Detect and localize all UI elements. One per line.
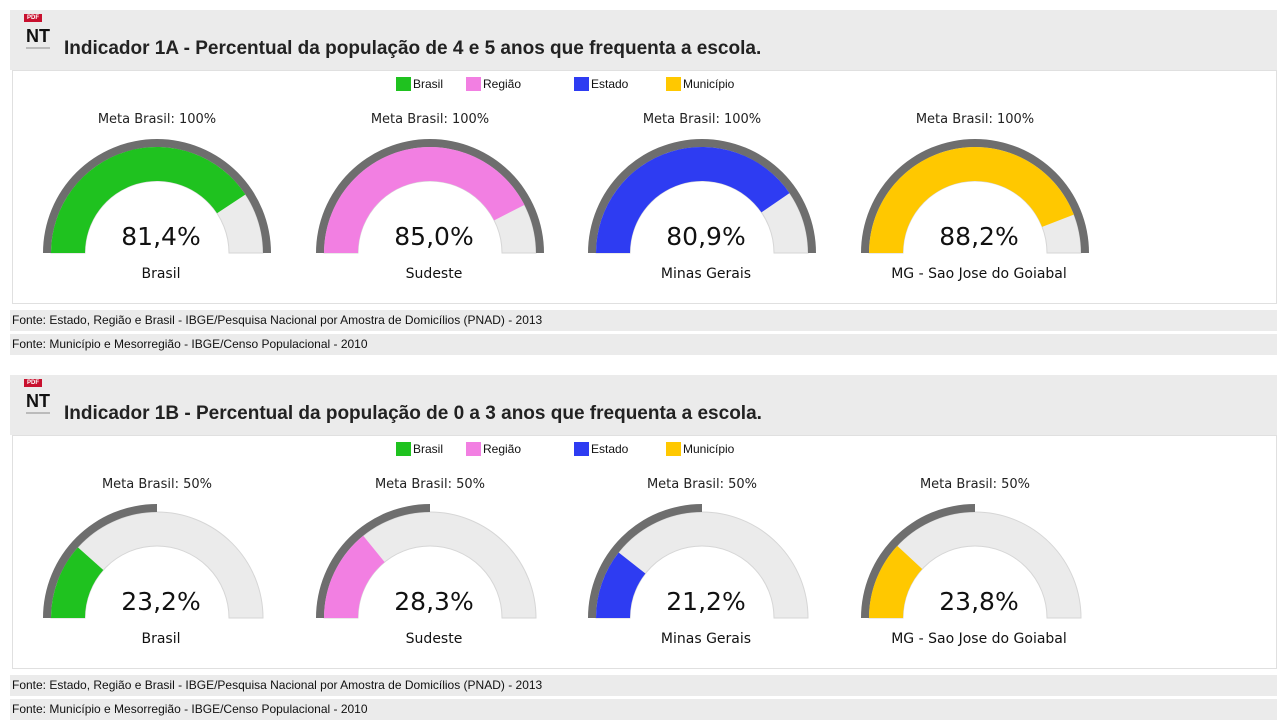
pdf-icon: PDF NT xyxy=(24,14,58,50)
gauge-name: Brasil xyxy=(141,631,180,647)
meta-label: Meta Brasil: 100% xyxy=(371,112,489,127)
gauge-value-label: 23,2% xyxy=(121,587,200,616)
gauge-name: Sudeste xyxy=(406,631,463,647)
panel-header xyxy=(10,375,1277,435)
icon-text: NT xyxy=(26,26,50,49)
gauge-value-label: 85,0% xyxy=(394,222,473,251)
panel-header xyxy=(10,10,1277,70)
legend-swatch xyxy=(396,77,411,91)
gauge-value xyxy=(869,545,923,618)
gauge-meta xyxy=(861,504,975,618)
meta-label: Meta Brasil: 50% xyxy=(102,477,212,492)
gauge-meta xyxy=(588,504,702,618)
legend-swatch xyxy=(466,77,481,91)
gauge-value xyxy=(51,547,104,618)
meta-label: Meta Brasil: 50% xyxy=(647,477,757,492)
legend-swatch xyxy=(574,442,589,456)
gauge-background xyxy=(595,511,809,619)
legend-label: Município xyxy=(683,442,735,456)
legend-label: Estado xyxy=(591,77,629,91)
meta-label: Meta Brasil: 100% xyxy=(98,112,216,127)
gauge-background xyxy=(50,511,264,619)
gauge-name: MG - Sao Jose do Goiabal xyxy=(891,631,1067,647)
legend-swatch xyxy=(574,77,589,91)
icon-badge: PDF xyxy=(24,379,42,387)
source-note: Fonte: Estado, Região e Brasil - IBGE/Pe… xyxy=(10,310,1277,331)
gauge-value-label: 80,9% xyxy=(666,222,745,251)
pdf-icon: PDF NT xyxy=(24,379,58,415)
panel-title: Indicador 1A - Percentual da população d… xyxy=(64,38,762,59)
gauge-name: Minas Gerais xyxy=(661,266,751,282)
gauge-meta xyxy=(43,504,157,618)
legend-label: Município xyxy=(683,77,735,91)
gauge-value xyxy=(51,146,246,253)
gauge-value xyxy=(324,535,385,618)
meta-label: Meta Brasil: 100% xyxy=(916,112,1034,127)
gauge-value xyxy=(869,146,1074,253)
gauge-name: Minas Gerais xyxy=(661,631,751,647)
gauge-value-label: 21,2% xyxy=(666,587,745,616)
gauge-name: Sudeste xyxy=(406,266,463,282)
gauges: Brasil Região Estado Município Meta Brasil: … xyxy=(43,77,1089,282)
source-note: Fonte: Município e Mesorregião - IBGE/Ce… xyxy=(10,334,1277,355)
gauge-name: Brasil xyxy=(141,266,180,282)
legend-label: Brasil xyxy=(413,442,443,456)
meta-label: Meta Brasil: 50% xyxy=(375,477,485,492)
gauge-value xyxy=(596,552,646,618)
source-note: Fonte: Estado, Região e Brasil - IBGE/Pe… xyxy=(10,675,1277,696)
panel-title: Indicador 1B - Percentual da população d… xyxy=(64,403,762,424)
legend-label: Estado xyxy=(591,442,629,456)
gauge-value-label: 28,3% xyxy=(394,587,473,616)
gauges: Brasil Região Estado Município Meta Brasil: … xyxy=(43,442,1082,647)
gauge-background xyxy=(868,511,1082,619)
gauge-name: MG - Sao Jose do Goiabal xyxy=(891,266,1067,282)
legend-swatch xyxy=(666,77,681,91)
legend-swatch xyxy=(666,442,681,456)
gauge-value xyxy=(324,146,525,253)
gauge-meta xyxy=(316,504,430,618)
gauge-value-label: 23,8% xyxy=(939,587,1018,616)
meta-label: Meta Brasil: 100% xyxy=(643,112,761,127)
gauge-value-label: 88,2% xyxy=(939,222,1018,251)
legend-swatch xyxy=(466,442,481,456)
source-note: Fonte: Município e Mesorregião - IBGE/Ce… xyxy=(10,699,1277,720)
gauge-background xyxy=(323,511,537,619)
meta-label: Meta Brasil: 50% xyxy=(920,477,1030,492)
legend-swatch xyxy=(396,442,411,456)
icon-badge: PDF xyxy=(24,14,42,22)
legend-label: Região xyxy=(483,442,521,456)
gauge-value-label: 81,4% xyxy=(121,222,200,251)
legend-label: Brasil xyxy=(413,77,443,91)
gauge-value xyxy=(596,147,790,253)
icon-text: NT xyxy=(26,391,50,414)
legend-label: Região xyxy=(483,77,521,91)
